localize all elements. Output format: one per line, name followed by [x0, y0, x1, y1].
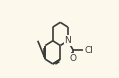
Text: O: O	[70, 54, 77, 63]
Text: N: N	[64, 36, 71, 45]
Text: Cl: Cl	[84, 46, 93, 55]
